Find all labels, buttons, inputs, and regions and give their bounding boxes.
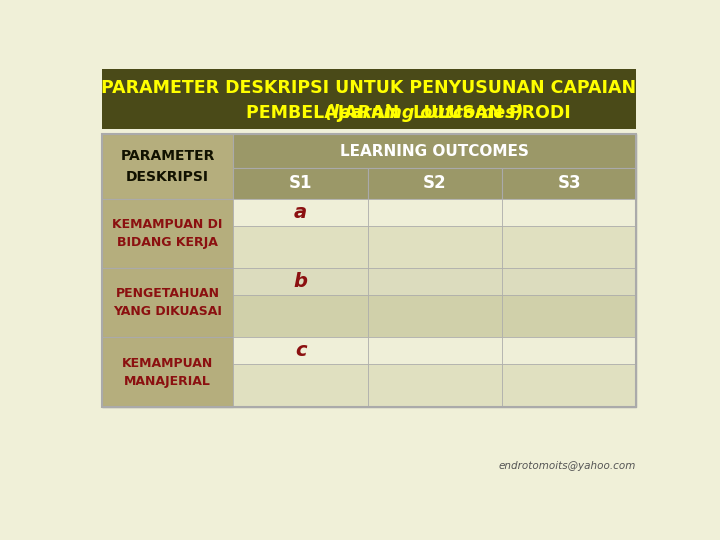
Bar [502, 364, 636, 407]
Text: KEMAMPUAN DI
BIDANG KERJA: KEMAMPUAN DI BIDANG KERJA [112, 218, 222, 249]
Text: PEMBELAJARAN: PEMBELAJARAN [246, 104, 405, 122]
Bar [502, 168, 636, 199]
Bar [502, 268, 636, 295]
Bar [368, 168, 502, 199]
Bar [102, 199, 233, 268]
Text: S3: S3 [557, 174, 581, 192]
Bar [502, 338, 636, 364]
Text: c: c [294, 341, 306, 360]
Bar [502, 199, 636, 226]
Bar [102, 134, 636, 407]
Bar [233, 168, 368, 199]
Bar [368, 295, 502, 338]
Bar [368, 338, 502, 364]
Bar [102, 268, 233, 338]
Bar [368, 364, 502, 407]
Bar [233, 338, 368, 364]
Text: LEARNING OUTCOMES: LEARNING OUTCOMES [341, 144, 529, 159]
Bar [233, 364, 368, 407]
Bar [102, 134, 636, 407]
Bar [368, 268, 502, 295]
Text: a: a [294, 202, 307, 222]
Bar [233, 268, 368, 295]
Text: LULUSAN PRODI: LULUSAN PRODI [408, 104, 571, 122]
Bar [233, 295, 368, 338]
Bar [102, 134, 233, 199]
Bar [502, 226, 636, 268]
Bar [102, 70, 636, 130]
Bar [233, 199, 368, 226]
Text: (learning outcomes): (learning outcomes) [325, 104, 523, 122]
Text: PARAMETER DESKRIPSI UNTUK PENYUSUNAN CAPAIAN: PARAMETER DESKRIPSI UNTUK PENYUSUNAN CAP… [102, 79, 636, 97]
Bar [368, 226, 502, 268]
Bar [233, 134, 636, 168]
Bar [233, 226, 368, 268]
Bar [502, 295, 636, 338]
Text: b: b [294, 272, 307, 291]
Bar [368, 199, 502, 226]
Text: PARAMETER
DESKRIPSI: PARAMETER DESKRIPSI [120, 149, 215, 184]
Text: PENGETAHUAN
YANG DIKUASAI: PENGETAHUAN YANG DIKUASAI [113, 287, 222, 318]
Text: S1: S1 [289, 174, 312, 192]
Text: KEMAMPUAN
MANAJERIAL: KEMAMPUAN MANAJERIAL [122, 356, 213, 388]
Text: endrotomoits@yahoo.com: endrotomoits@yahoo.com [499, 461, 636, 471]
Bar [102, 338, 233, 407]
Text: S2: S2 [423, 174, 446, 192]
